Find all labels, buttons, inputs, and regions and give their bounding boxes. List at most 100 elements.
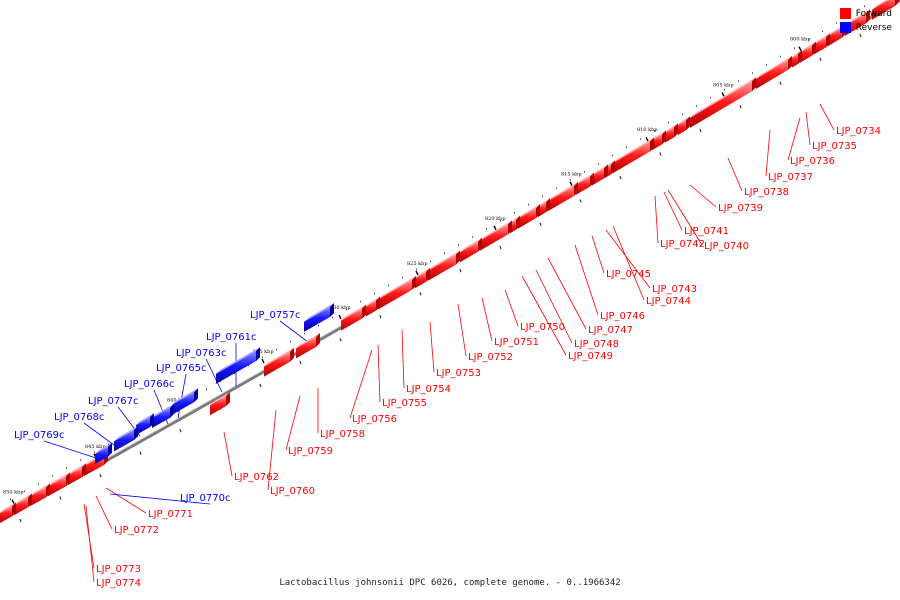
reverse-gene-label[interactable]: LJP_0770c <box>180 493 231 504</box>
forward-gene[interactable] <box>264 351 290 377</box>
forward-gene-label[interactable]: LJP_0736 <box>790 156 835 167</box>
forward-gene[interactable] <box>792 53 798 68</box>
forward-leader-line <box>85 505 95 583</box>
forward-gene[interactable] <box>756 59 788 89</box>
reverse-gene[interactable] <box>95 446 108 464</box>
forward-gene-label[interactable]: LJP_0741 <box>684 226 729 237</box>
forward-gene[interactable] <box>415 271 426 289</box>
forward-gene-side <box>752 77 756 92</box>
forward-gene[interactable] <box>0 506 12 523</box>
tick-dot <box>570 179 571 181</box>
tick-dot <box>304 332 305 335</box>
forward-gene-label[interactable]: LJP_0762 <box>234 472 279 483</box>
forward-leader-line <box>667 189 703 246</box>
forward-gene-label[interactable]: LJP_0738 <box>744 187 789 198</box>
forward-gene[interactable] <box>341 308 362 331</box>
forward-gene-label[interactable]: LJP_0750 <box>520 322 565 333</box>
forward-gene[interactable] <box>690 81 752 128</box>
forward-gene-label[interactable]: LJP_0754 <box>406 384 451 395</box>
reverse-gene-label[interactable]: LJP_0768c <box>54 412 105 423</box>
forward-gene-label[interactable]: LJP_0772 <box>114 525 159 536</box>
reverse-gene[interactable] <box>304 306 330 332</box>
forward-gene[interactable] <box>576 176 590 195</box>
reverse-gene-label[interactable]: LJP_0769c <box>14 430 65 441</box>
gene-labels: LJP_0734 LJP_0735 LJP_0736 LJP_0737 LJP_0738… <box>14 126 881 589</box>
tick-dot <box>542 195 543 198</box>
forward-gene-label[interactable]: LJP_0774 <box>96 578 141 589</box>
forward-gene-side <box>66 472 70 487</box>
forward-gene[interactable] <box>460 241 478 263</box>
reverse-gene-label[interactable]: LJP_0765c <box>156 363 207 374</box>
forward-gene[interactable] <box>30 487 46 507</box>
forward-gene[interactable] <box>678 120 686 135</box>
reverse-gene-label[interactable]: LJP_0763c <box>176 348 227 359</box>
forward-gene[interactable] <box>518 208 536 229</box>
reverse-leader-line <box>177 373 187 419</box>
forward-gene-label[interactable]: LJP_0749 <box>568 351 613 362</box>
forward-gene[interactable] <box>480 224 508 251</box>
forward-gene-label[interactable]: LJP_0745 <box>606 269 651 280</box>
forward-gene-label[interactable]: LJP_0753 <box>436 368 481 379</box>
forward-gene-label[interactable]: LJP_0735 <box>812 141 857 152</box>
forward-gene[interactable] <box>378 279 412 310</box>
reverse-gene-label[interactable]: LJP_0757c <box>250 310 301 321</box>
forward-gene[interactable] <box>800 45 812 63</box>
forward-gene-label[interactable]: LJP_0737 <box>768 172 813 183</box>
forward-gene-label[interactable]: LJP_0752 <box>468 352 513 363</box>
reverse-gene[interactable] <box>216 351 256 384</box>
forward-gene-label[interactable]: LJP_0773 <box>96 564 141 575</box>
reverse-gene-side <box>108 442 112 457</box>
forward-gene[interactable] <box>652 134 662 151</box>
forward-gene-label[interactable]: LJP_0756 <box>352 414 397 425</box>
forward-gene-label[interactable]: LJP_0740 <box>704 241 749 252</box>
forward-gene-side <box>574 181 578 196</box>
tick-dot <box>724 88 725 91</box>
forward-gene-label[interactable]: LJP_0760 <box>270 486 315 497</box>
forward-gene-label[interactable]: LJP_0747 <box>588 325 633 336</box>
reverse-gene-label[interactable]: LJP_0766c <box>124 379 175 390</box>
forward-gene-side <box>46 483 50 498</box>
reverse-gene[interactable] <box>136 417 150 435</box>
forward-gene-label[interactable]: LJP_0743 <box>652 284 697 295</box>
forward-gene[interactable] <box>366 300 376 317</box>
reverse-gene[interactable] <box>152 407 170 428</box>
forward-gene[interactable] <box>828 27 842 47</box>
forward-gene-label[interactable]: LJP_0758 <box>320 429 365 440</box>
forward-gene[interactable] <box>613 141 650 174</box>
reverse-gene[interactable] <box>172 392 194 415</box>
forward-gene-label[interactable]: LJP_0746 <box>600 311 645 322</box>
forward-gene-top <box>800 41 816 53</box>
forward-gene-label[interactable]: LJP_0742 <box>660 239 705 250</box>
forward-gene-label[interactable]: LJP_0748 <box>574 339 619 350</box>
tick-label: 850 kbp <box>3 490 24 496</box>
forward-gene[interactable] <box>814 37 826 55</box>
forward-gene[interactable] <box>68 467 82 486</box>
forward-gene-label[interactable]: LJP_0751 <box>494 337 539 348</box>
forward-gene[interactable] <box>548 185 574 212</box>
forward-gene[interactable] <box>872 0 895 20</box>
forward-gene[interactable] <box>665 127 674 143</box>
forward-gene-label[interactable]: LJP_0744 <box>646 296 691 307</box>
forward-gene-side <box>362 304 366 319</box>
reverse-gene-label[interactable]: LJP_0767c <box>88 396 139 407</box>
forward-leader-line <box>481 297 493 342</box>
tick-dot <box>94 451 95 454</box>
forward-gene-side <box>426 267 430 282</box>
tick-dot <box>528 203 529 206</box>
forward-gene[interactable] <box>14 497 28 516</box>
tick-dot <box>10 498 11 500</box>
reverse-gene[interactable] <box>114 430 134 452</box>
forward-leader-line <box>521 275 567 356</box>
forward-gene-label[interactable]: LJP_0739 <box>718 203 763 214</box>
forward-gene[interactable] <box>48 476 66 497</box>
forward-gene-top <box>592 164 608 176</box>
forward-gene[interactable] <box>296 336 316 359</box>
forward-gene-label[interactable]: LJP_0771 <box>148 509 193 520</box>
forward-gene-label[interactable]: LJP_0759 <box>288 446 333 457</box>
forward-gene[interactable] <box>592 168 604 186</box>
forward-gene-label[interactable]: LJP_0734 <box>836 126 881 137</box>
forward-gene[interactable] <box>210 396 226 416</box>
forward-gene[interactable] <box>428 254 456 281</box>
forward-gene-label[interactable]: LJP_0755 <box>382 398 427 409</box>
reverse-gene-label[interactable]: LJP_0761c <box>206 332 257 343</box>
